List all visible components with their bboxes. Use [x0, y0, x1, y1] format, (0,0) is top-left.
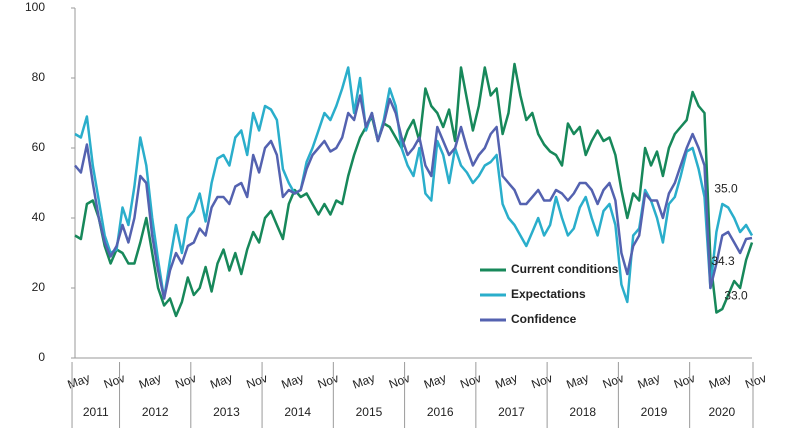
x-tick-label: Nov — [102, 371, 127, 391]
x-tick-label: May — [66, 371, 92, 392]
data-label: 33.0 — [724, 289, 748, 303]
year-label: 2013 — [213, 405, 240, 419]
x-tick-label: May — [208, 371, 234, 392]
year-label: 2011 — [83, 405, 109, 419]
x-tick-label: Nov — [530, 371, 555, 391]
x-tick-label: May — [351, 371, 377, 392]
x-tick-label: May — [565, 371, 591, 392]
year-label: 2015 — [356, 405, 383, 419]
x-tick-label: May — [493, 371, 519, 392]
y-tick-label: 0 — [38, 350, 45, 364]
x-tick-label: Nov — [316, 371, 341, 391]
x-tick-label: May — [707, 371, 733, 392]
legend-label: Confidence — [511, 312, 577, 326]
data-label: 35.0 — [714, 182, 738, 196]
x-tick-label: May — [137, 371, 163, 392]
x-tick-label: Nov — [601, 371, 626, 391]
x-tick-label: Nov — [672, 371, 697, 391]
year-label: 2016 — [427, 405, 454, 419]
data-label: 34.3 — [711, 254, 735, 268]
x-tick-label: Nov — [173, 371, 198, 391]
year-label: 2018 — [569, 405, 596, 419]
y-tick-label: 80 — [32, 70, 46, 84]
legend-label: Expectations — [511, 287, 586, 301]
legend-label: Current conditions — [511, 262, 619, 276]
x-tick-label: Nov — [387, 371, 412, 391]
series-line — [74, 94, 753, 300]
x-tick-label: May — [636, 371, 662, 392]
x-tick-label: Nov — [244, 371, 269, 391]
x-tick-label: May — [422, 371, 448, 392]
series-line — [74, 62, 754, 318]
x-tick-label: May — [279, 371, 305, 392]
series-line — [74, 66, 754, 304]
y-tick-label: 20 — [32, 280, 46, 294]
y-tick-label: 60 — [32, 140, 46, 154]
year-label: 2017 — [498, 405, 525, 419]
y-tick-label: 100 — [25, 0, 45, 14]
year-label: 2020 — [708, 405, 735, 419]
x-tick-label: Nov — [458, 371, 483, 391]
y-tick-label: 40 — [32, 210, 46, 224]
year-label: 2019 — [641, 405, 668, 419]
year-label: 2012 — [142, 405, 169, 419]
year-label: 2014 — [284, 405, 311, 419]
x-tick-label: Nov — [743, 371, 768, 391]
